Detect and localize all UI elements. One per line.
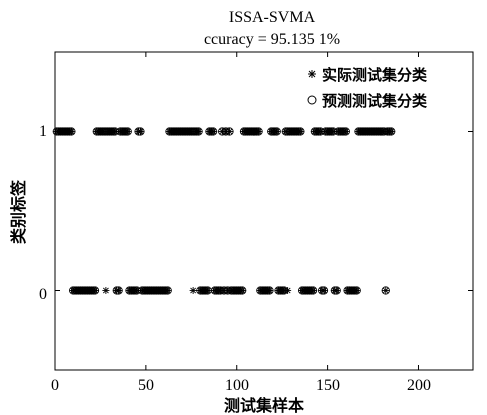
plot-frame (54, 51, 474, 371)
predicted-point (163, 286, 172, 295)
predicted-point (308, 286, 318, 295)
predicted-point (221, 127, 230, 136)
predicted-point (352, 286, 361, 295)
axis-ticks (54, 52, 473, 370)
actual-point (102, 287, 110, 294)
legend-asterisk-marker (308, 70, 316, 78)
legend-circle-marker (307, 95, 317, 105)
predicted-point (387, 127, 396, 136)
x-tick-label-200: 200 (407, 377, 431, 394)
predicted-point (341, 127, 350, 136)
x-axis-label: 测试集样本 (224, 396, 304, 415)
predicted-point (265, 286, 274, 295)
x-tick-label-50: 50 (138, 377, 154, 394)
actual-point (382, 287, 390, 294)
predicted-point (194, 127, 203, 136)
chart-marks (52, 127, 396, 295)
predicted-point (319, 286, 329, 295)
predicted-point (123, 127, 132, 136)
predicted-point (136, 127, 145, 136)
y-axis-label: 类别标签 (9, 179, 28, 244)
predicted-point (254, 127, 263, 136)
predicted-point (225, 127, 234, 136)
predicted-point (279, 286, 289, 295)
predicted-point (296, 127, 305, 136)
predicted-point (208, 127, 218, 136)
legend-predicted-label: 预测测试集分类 (322, 92, 428, 110)
chart-subtitle: ccuracy = 95.135 1% (204, 31, 340, 48)
y-tick-label-1: 1 (39, 123, 47, 140)
predicted-point (67, 127, 76, 136)
legend-actual-label: 实际测试集分类 (322, 66, 428, 84)
predicted-point (90, 286, 100, 295)
x-tick-label-100: 100 (225, 377, 249, 394)
predicted-point (114, 286, 123, 295)
actual-point (189, 287, 197, 294)
legend: 实际测试集分类 预测测试集分类 (307, 66, 428, 110)
predicted-point (332, 286, 341, 295)
chart-title: ISSA-SVMA (229, 9, 316, 26)
y-tick-label-0: 0 (39, 286, 47, 303)
predicted-point (238, 286, 247, 295)
x-tick-label-0: 0 (51, 377, 59, 394)
x-tick-label-150: 150 (316, 377, 340, 394)
predicted-point (272, 127, 281, 136)
predicted-point (381, 286, 390, 295)
